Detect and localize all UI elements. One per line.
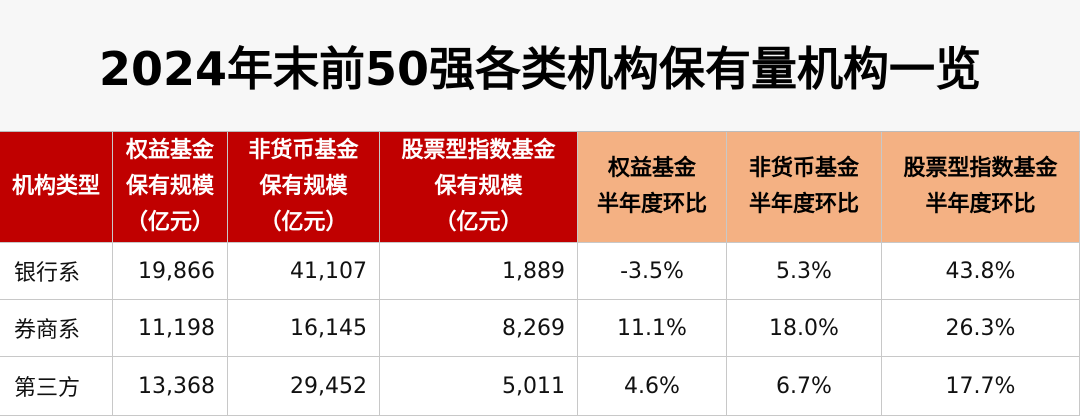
header-cell: 机构类型 (0, 132, 113, 243)
table-cell: 11.1% (578, 300, 727, 357)
header-text: 权益基金 (607, 156, 696, 181)
header-text: 非货币基金 (248, 138, 359, 163)
table-cell: 29,452 (228, 357, 380, 416)
table-cell: -3.5% (578, 243, 727, 300)
header-text: 保有规模 (125, 174, 214, 199)
header-text: 半年度环比 (925, 192, 1036, 217)
header-text: 半年度环比 (596, 192, 707, 217)
table-cell: 19,866 (113, 243, 228, 300)
table-cell: 13,368 (113, 357, 228, 416)
header-text: 保有规模 (259, 174, 348, 199)
header-text: （亿元） (434, 210, 523, 235)
table-cell: 5.3% (727, 243, 882, 300)
table-cell: 1,889 (380, 243, 578, 300)
header-text: 权益基金 (125, 138, 214, 163)
header-text: 保有规模 (434, 174, 523, 199)
table-cell: 17.7% (882, 357, 1080, 416)
table-cell: 11,198 (113, 300, 228, 357)
header-cell: 非货币基金半年度环比 (727, 132, 882, 243)
table-cell: 银行系 (0, 243, 113, 300)
title: 2024年末前50强各类机构保有量机构一览 (0, 0, 1080, 132)
table-cell: 41,107 (228, 243, 380, 300)
table-cell: 18.0% (727, 300, 882, 357)
header-text: （亿元） (259, 210, 348, 235)
header-text: 非货币基金 (748, 156, 859, 181)
table-cell: 4.6% (578, 357, 727, 416)
table-cell: 43.8% (882, 243, 1080, 300)
table-cell: 第三方 (0, 357, 113, 416)
header-text: 半年度环比 (748, 192, 859, 217)
header-cell: 股票型指数基金 半年度环比 (882, 132, 1080, 243)
header-cell: 股票型指数基金 保有规模 （亿元） (380, 132, 578, 243)
header-text: 机构类型 (11, 174, 100, 199)
table-cell: 8,269 (380, 300, 578, 357)
header-text: 股票型指数基金 (903, 156, 1058, 181)
table-cell: 16,145 (228, 300, 380, 357)
header-cell: 权益基金保有规模 （亿元） (113, 132, 228, 243)
table-cell: 26.3% (882, 300, 1080, 357)
header-cell: 非货币基金保有规模 （亿元） (228, 132, 380, 243)
header-text: （亿元） (125, 210, 214, 235)
header-cell: 权益基金 半年度环比 (578, 132, 727, 243)
table-cell: 6.7% (727, 357, 882, 416)
table-cell: 5,011 (380, 357, 578, 416)
header-text: 股票型指数基金 (401, 138, 556, 163)
table-cell: 券商系 (0, 300, 113, 357)
